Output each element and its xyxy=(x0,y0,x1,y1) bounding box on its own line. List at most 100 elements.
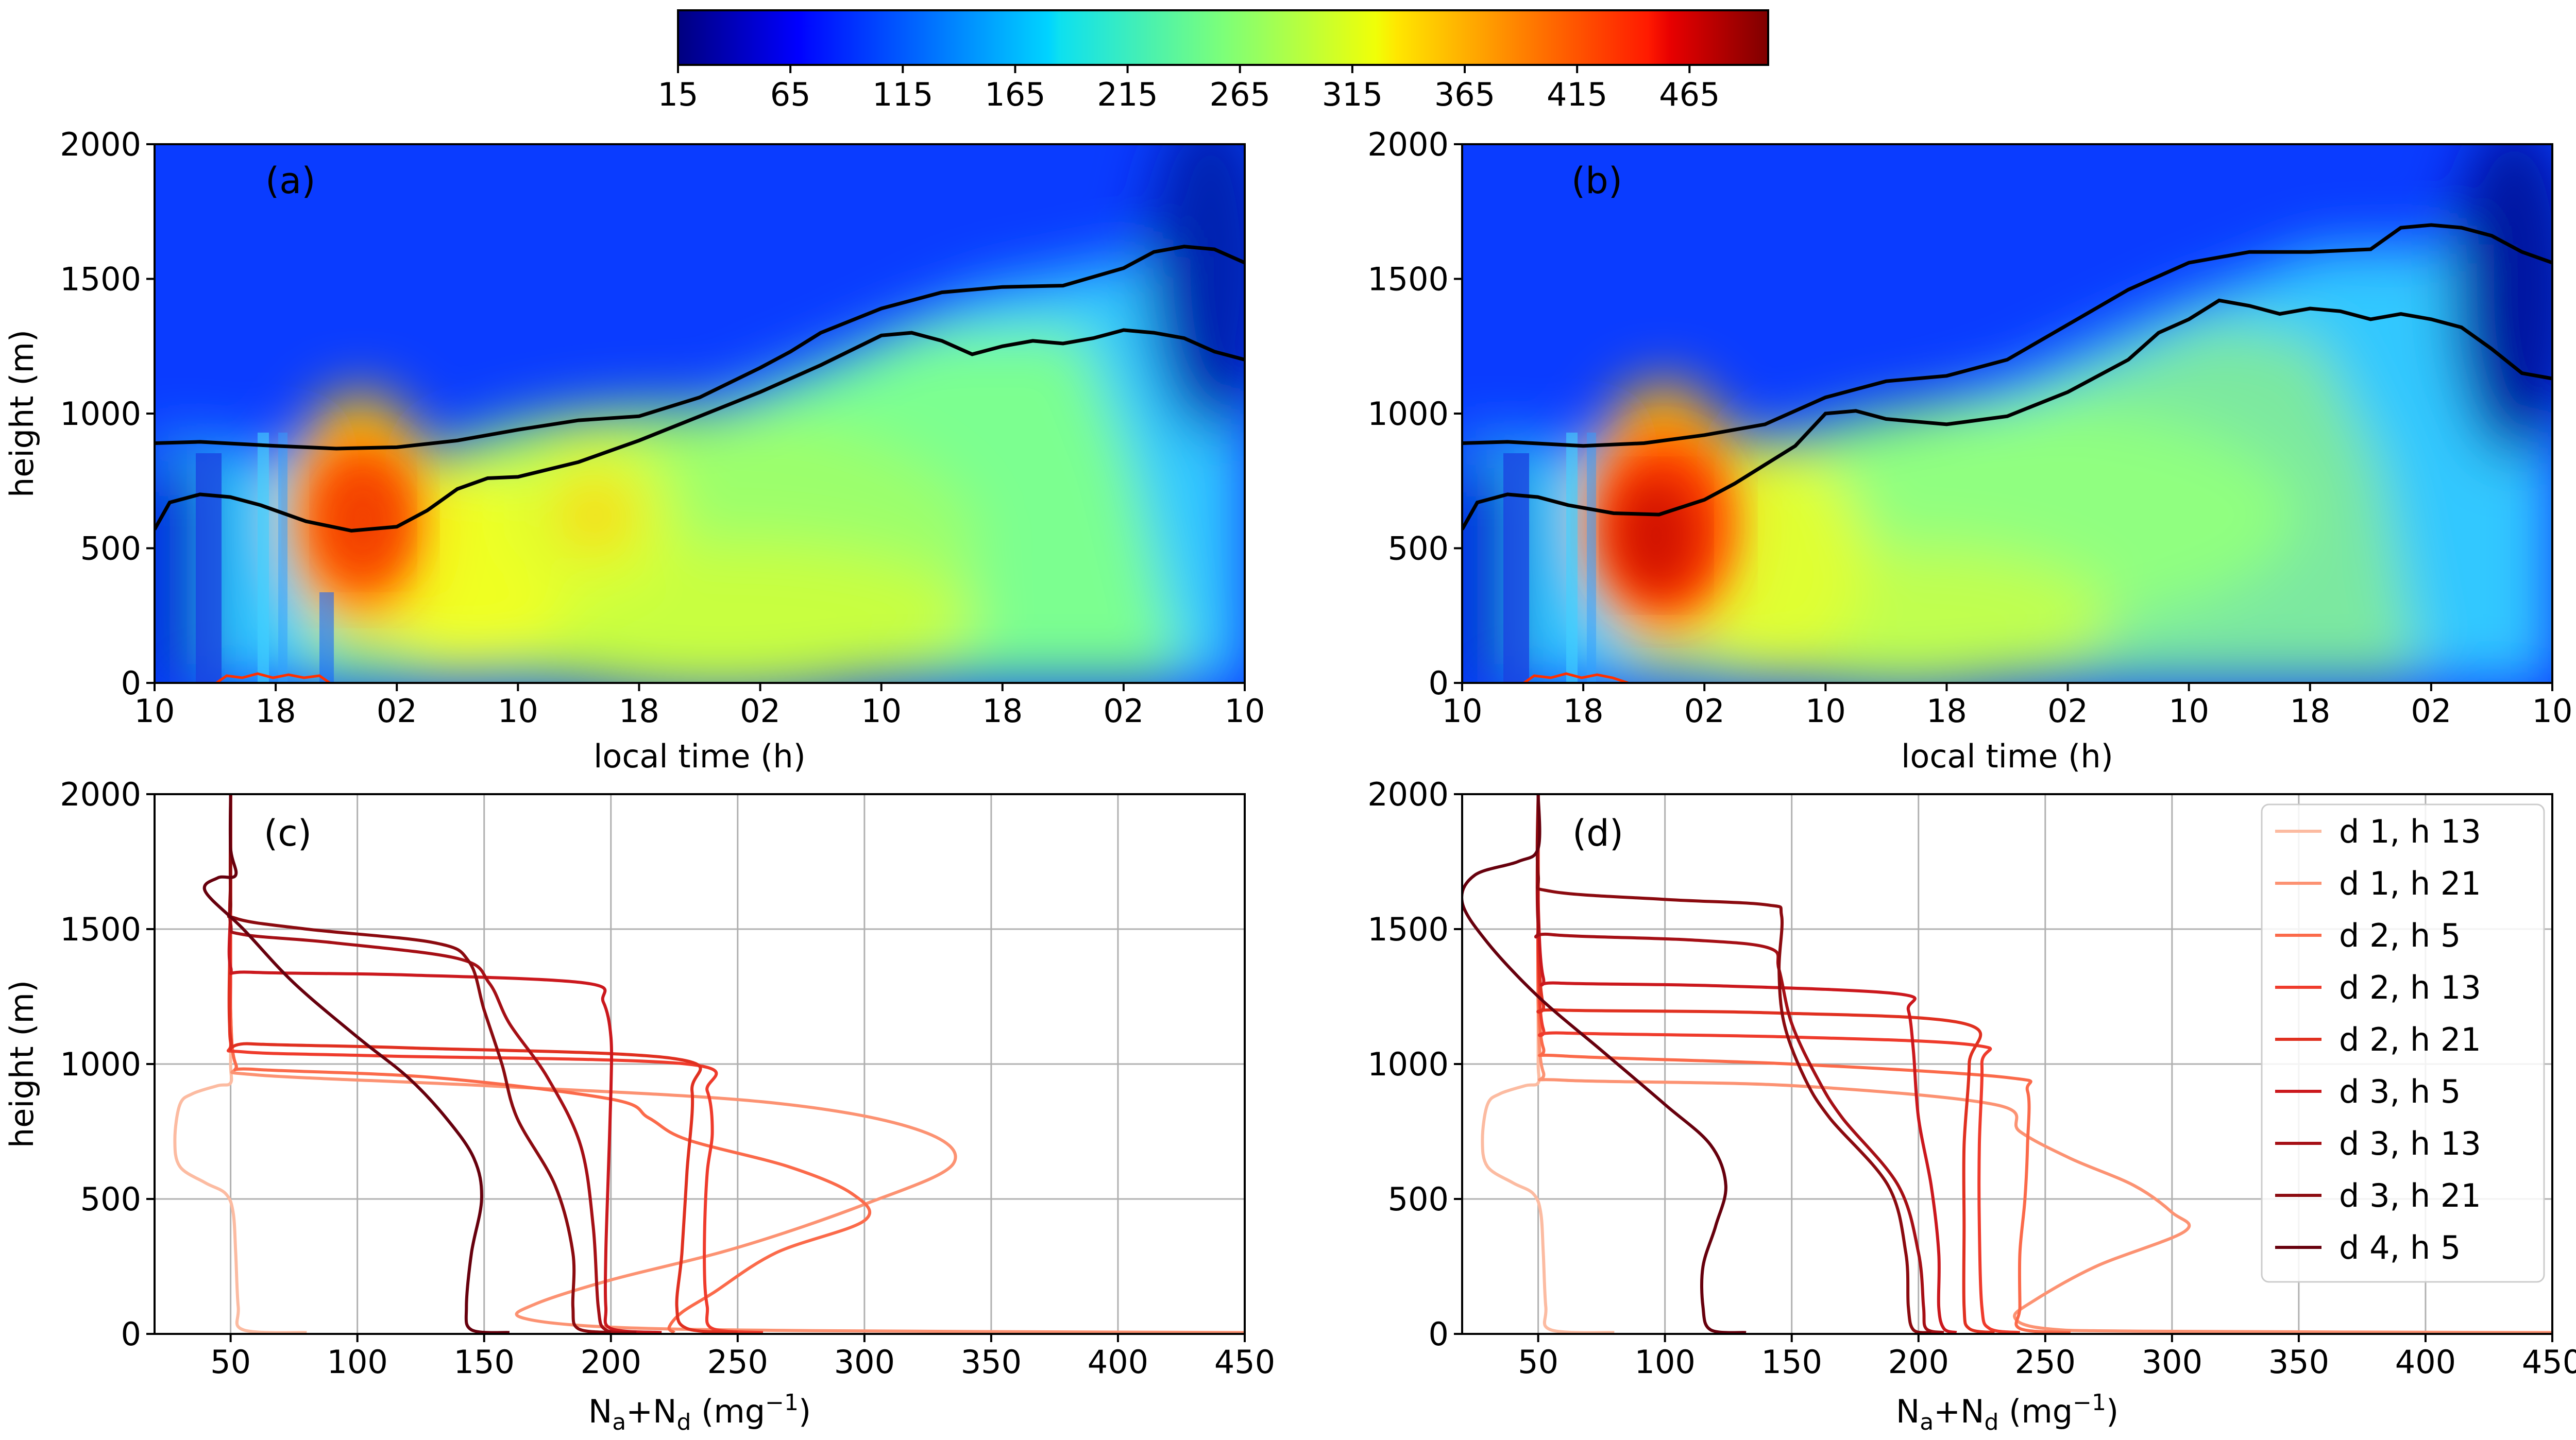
x-tick-label: 10 xyxy=(498,692,538,730)
y-tick-label: 1500 xyxy=(1367,911,1449,948)
colorbar-tick-label: 115 xyxy=(872,76,933,113)
panel-a-axes: 0 500 1000 1500 2000 10 18 02 10 18 02 10 18 02 10 xyxy=(60,126,1265,730)
profile-line-c-6 xyxy=(227,794,662,1334)
y-tick-label: 1500 xyxy=(60,911,141,948)
legend-label: d 4, h 5 xyxy=(2339,1229,2461,1266)
colorbar-tick-label: 415 xyxy=(1547,76,1607,113)
legend-label: d 2, h 13 xyxy=(2339,969,2481,1006)
x-tick-label: 10 xyxy=(1442,692,1483,730)
y-tick-label: 2000 xyxy=(60,776,141,813)
x-tick-label: 200 xyxy=(581,1343,641,1381)
x-tick-label: 02 xyxy=(2047,692,2088,730)
panel-a-upper-boundary-line xyxy=(155,245,1245,451)
x-tick-label: 18 xyxy=(256,692,296,730)
y-tick-label: 500 xyxy=(1388,1180,1449,1218)
y-tick-label: 0 xyxy=(1429,664,1449,702)
y-tick-label: 0 xyxy=(1429,1315,1449,1353)
panel-c: (c) 0 500 1000 1500 2000 50 100 150 200 250 300 350… xyxy=(3,776,1275,1435)
legend-label: d 3, h 21 xyxy=(2339,1177,2481,1214)
y-tick-label: 2000 xyxy=(1367,776,1449,813)
legend-label: d 1, h 21 xyxy=(2339,865,2481,902)
x-tick-label: 400 xyxy=(2395,1343,2456,1381)
profile-line-d-9 xyxy=(1462,794,1747,1334)
colorbar-tick-label: 165 xyxy=(985,76,1045,113)
colorbar-tick-label: 315 xyxy=(1322,76,1383,113)
legend-label: d 3, h 13 xyxy=(2339,1125,2481,1162)
panel-d: (d) 0 500 1000 1500 2000 50 100 150 200 250 300 350… xyxy=(1367,776,2576,1435)
panel-c-axes: 0 500 1000 1500 2000 50 100 150 200 250 300 350 400 4… xyxy=(60,776,1275,1381)
x-tick-label: 02 xyxy=(740,692,781,730)
legend-box xyxy=(2261,803,2545,1283)
x-tick-label: 350 xyxy=(2268,1343,2329,1381)
x-tick-label: 02 xyxy=(1684,692,1725,730)
y-tick-label: 500 xyxy=(80,530,141,568)
panel-c-xlabel: Na+Nd (mg−1) xyxy=(588,1390,811,1435)
panel-d-label: (d) xyxy=(1572,812,1623,854)
colorbar: 15 65 115 165 215 265 315 365 415 465 xyxy=(658,9,1769,113)
x-tick-label: 50 xyxy=(210,1343,251,1381)
panel-b-upper-boundary-line xyxy=(1462,223,2552,448)
x-tick-label: 200 xyxy=(1888,1343,1949,1381)
panel-b-heatmap xyxy=(1462,144,2552,683)
y-tick-label: 1500 xyxy=(1367,261,1449,298)
panel-c-lines xyxy=(173,794,1245,1334)
y-tick-label: 1000 xyxy=(60,1045,141,1083)
panel-d-axes: 0 500 1000 1500 2000 50 100 150 200 250 300 350 400 4… xyxy=(1367,776,2576,1381)
y-tick-label: 0 xyxy=(121,1315,141,1353)
x-tick-label: 50 xyxy=(1518,1343,1558,1381)
y-tick-label: 1500 xyxy=(60,261,141,298)
colorbar-tick-label: 15 xyxy=(658,76,699,113)
x-tick-label: 400 xyxy=(1088,1343,1148,1381)
colorbar-tick-label: 65 xyxy=(770,76,811,113)
y-tick-label: 500 xyxy=(80,1180,141,1218)
profile-line-d-6 xyxy=(1536,794,1957,1334)
legend-label: d 3, h 5 xyxy=(2339,1073,2461,1110)
panel-d-xlabel: Na+Nd (mg−1) xyxy=(1896,1390,2119,1435)
x-tick-label: 450 xyxy=(2522,1343,2576,1381)
panel-b-lower-boundary-line xyxy=(1462,298,2552,530)
y-tick-label: 2000 xyxy=(1367,126,1449,163)
panel-b-axes: 0 500 1000 1500 2000 10 18 02 10 18 02 10 18 02 10 xyxy=(1367,126,2572,730)
panel-c-label: (c) xyxy=(264,812,312,854)
x-tick-label: 100 xyxy=(1635,1343,1696,1381)
panel-b: (b) 0 500 1000 1500 2000 10 18 02 10 18 02 10 18 02 10… xyxy=(1367,126,2572,775)
colorbar-tick-label: 465 xyxy=(1659,76,1720,113)
profile-line-c-9 xyxy=(202,794,510,1334)
x-tick-label: 150 xyxy=(454,1343,515,1381)
panel-b-label: (b) xyxy=(1571,160,1622,202)
profile-line-d-7 xyxy=(1534,794,1944,1334)
panel-a-ylabel: height (m) xyxy=(3,330,41,498)
profile-line-d-8 xyxy=(1535,794,1931,1334)
x-tick-label: 250 xyxy=(2015,1343,2076,1381)
colorbar-tick-label: 365 xyxy=(1434,76,1495,113)
x-tick-label: 450 xyxy=(1214,1343,1275,1381)
profile-line-c-7 xyxy=(228,794,637,1334)
panel-a-heatmap xyxy=(155,144,1245,683)
panel-d-lines xyxy=(1462,794,2552,1334)
panel-a-label: (a) xyxy=(265,160,316,202)
x-tick-label: 10 xyxy=(134,692,175,730)
x-tick-label: 18 xyxy=(619,692,659,730)
x-tick-label: 10 xyxy=(861,692,902,730)
panel-a: (a) 0 500 1000 1500 2000 10 18 02 10 18 02 10 18 02 10… xyxy=(3,126,1265,775)
y-tick-label: 2000 xyxy=(60,126,141,163)
x-tick-label: 250 xyxy=(707,1343,768,1381)
x-tick-label: 300 xyxy=(834,1343,895,1381)
panel-b-xlabel: local time (h) xyxy=(1901,738,2113,775)
legend-label: d 1, h 13 xyxy=(2339,813,2481,850)
y-tick-label: 1000 xyxy=(1367,1045,1449,1083)
x-tick-label: 18 xyxy=(1563,692,1604,730)
y-tick-label: 1000 xyxy=(60,395,141,433)
x-tick-label: 18 xyxy=(1926,692,1967,730)
x-tick-label: 18 xyxy=(982,692,1023,730)
x-tick-label: 10 xyxy=(1805,692,1846,730)
profile-line-d-2 xyxy=(1536,794,2552,1334)
x-tick-label: 300 xyxy=(2142,1343,2202,1381)
legend-label: d 2, h 21 xyxy=(2339,1021,2481,1058)
panel-a-lower-boundary-line xyxy=(155,328,1245,533)
x-tick-label: 10 xyxy=(2532,692,2573,730)
y-tick-label: 1000 xyxy=(1367,395,1449,433)
panel-d-legend: d 1, h 13 d 1, h 21 d 2, h 5 d 2, h 13 d 2, … xyxy=(2261,803,2545,1283)
x-tick-label: 18 xyxy=(2290,692,2330,730)
